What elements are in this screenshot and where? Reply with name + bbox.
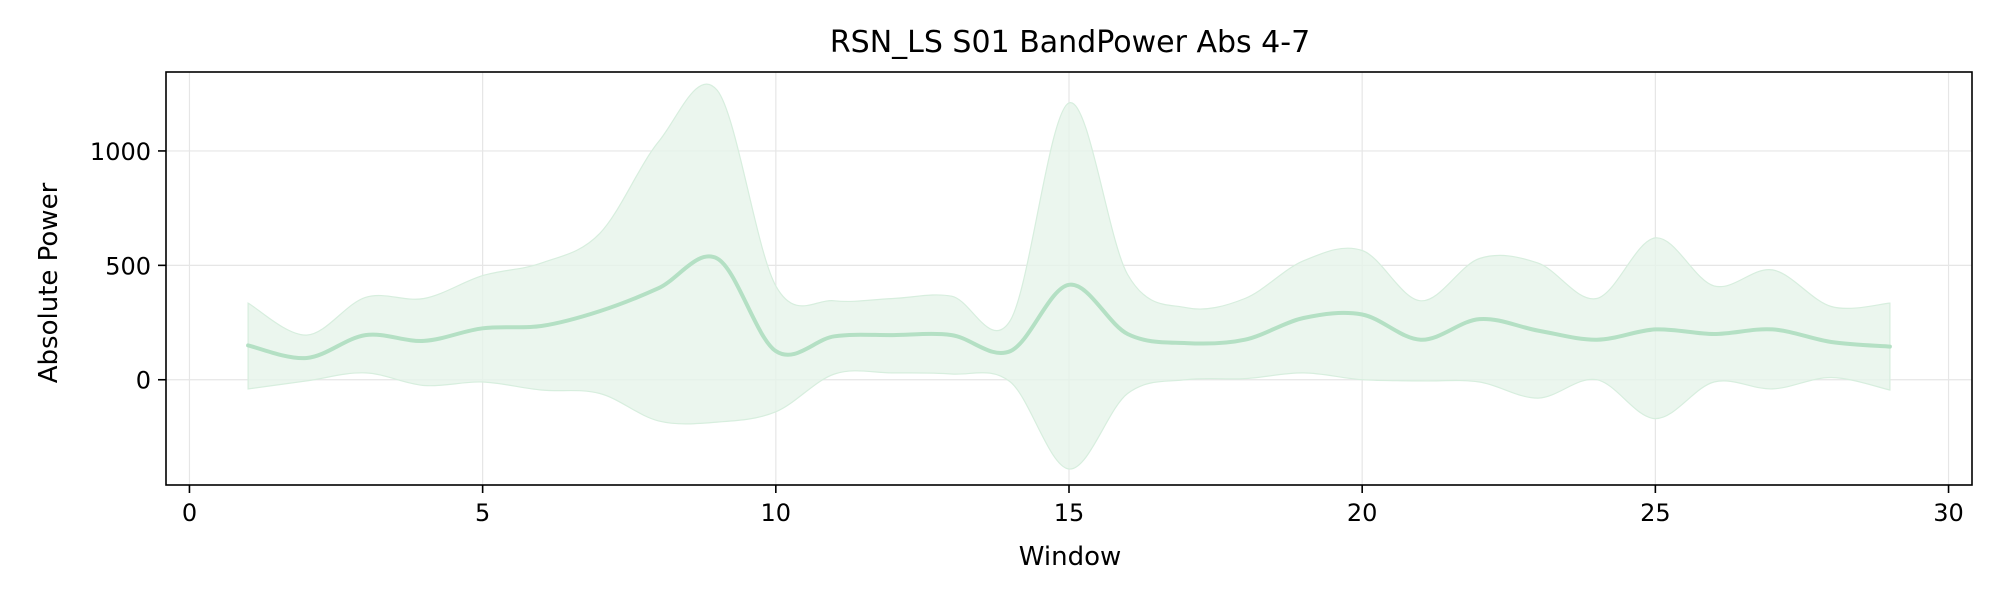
x-tick-label: 30 [1933,499,1964,527]
mean-line [246,254,1892,361]
chart-title: RSN_LS S01 BandPower Abs 4-7 [830,25,1310,60]
x-tick-label: 10 [761,499,792,527]
y-axis-label: Absolute Power [34,182,64,383]
x-tick-label: 0 [182,499,197,527]
x-axis-label: Window [1019,542,1122,572]
y-tick-label: 500 [105,252,151,280]
y-tick-label: 1000 [90,138,151,166]
x-tick-label: 5 [475,499,490,527]
axis-ticks: 0 5 10 15 20 25 30 0 500 1000 [90,138,1964,527]
x-tick-label: 20 [1347,499,1378,527]
std-band [247,83,1891,470]
x-tick-label: 25 [1640,499,1671,527]
y-tick-label: 0 [136,367,151,395]
x-tick-label: 15 [1054,499,1085,527]
